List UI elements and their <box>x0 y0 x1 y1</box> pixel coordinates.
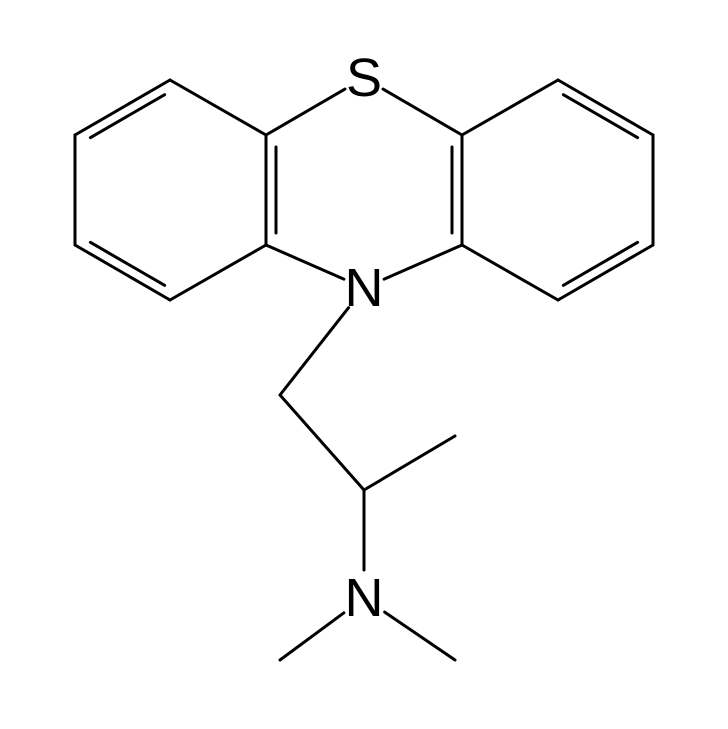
bond-line <box>558 80 653 135</box>
bond-line <box>280 308 349 395</box>
atom-label-n: N <box>345 568 384 628</box>
bond-line <box>563 95 637 138</box>
bond-line <box>383 89 462 135</box>
bond-line <box>90 242 164 285</box>
atom-label-n: N <box>345 258 384 318</box>
bond-line <box>90 95 164 138</box>
bond-line <box>385 612 455 660</box>
bond-line <box>280 395 364 490</box>
bond-line <box>75 80 170 135</box>
bond-line <box>170 80 266 135</box>
bond-line <box>364 436 455 490</box>
bond-line <box>558 245 653 300</box>
bond-line <box>462 80 558 135</box>
bond-line <box>563 242 637 285</box>
bond-line <box>75 245 170 300</box>
bond-line <box>384 245 462 279</box>
bond-line <box>170 245 266 300</box>
bond-line <box>280 613 344 660</box>
bond-line <box>266 245 344 279</box>
bond-line <box>462 245 558 300</box>
bond-line <box>266 89 345 135</box>
chemical-structure-diagram: S N N <box>0 0 728 729</box>
atom-label-s: S <box>346 48 382 108</box>
